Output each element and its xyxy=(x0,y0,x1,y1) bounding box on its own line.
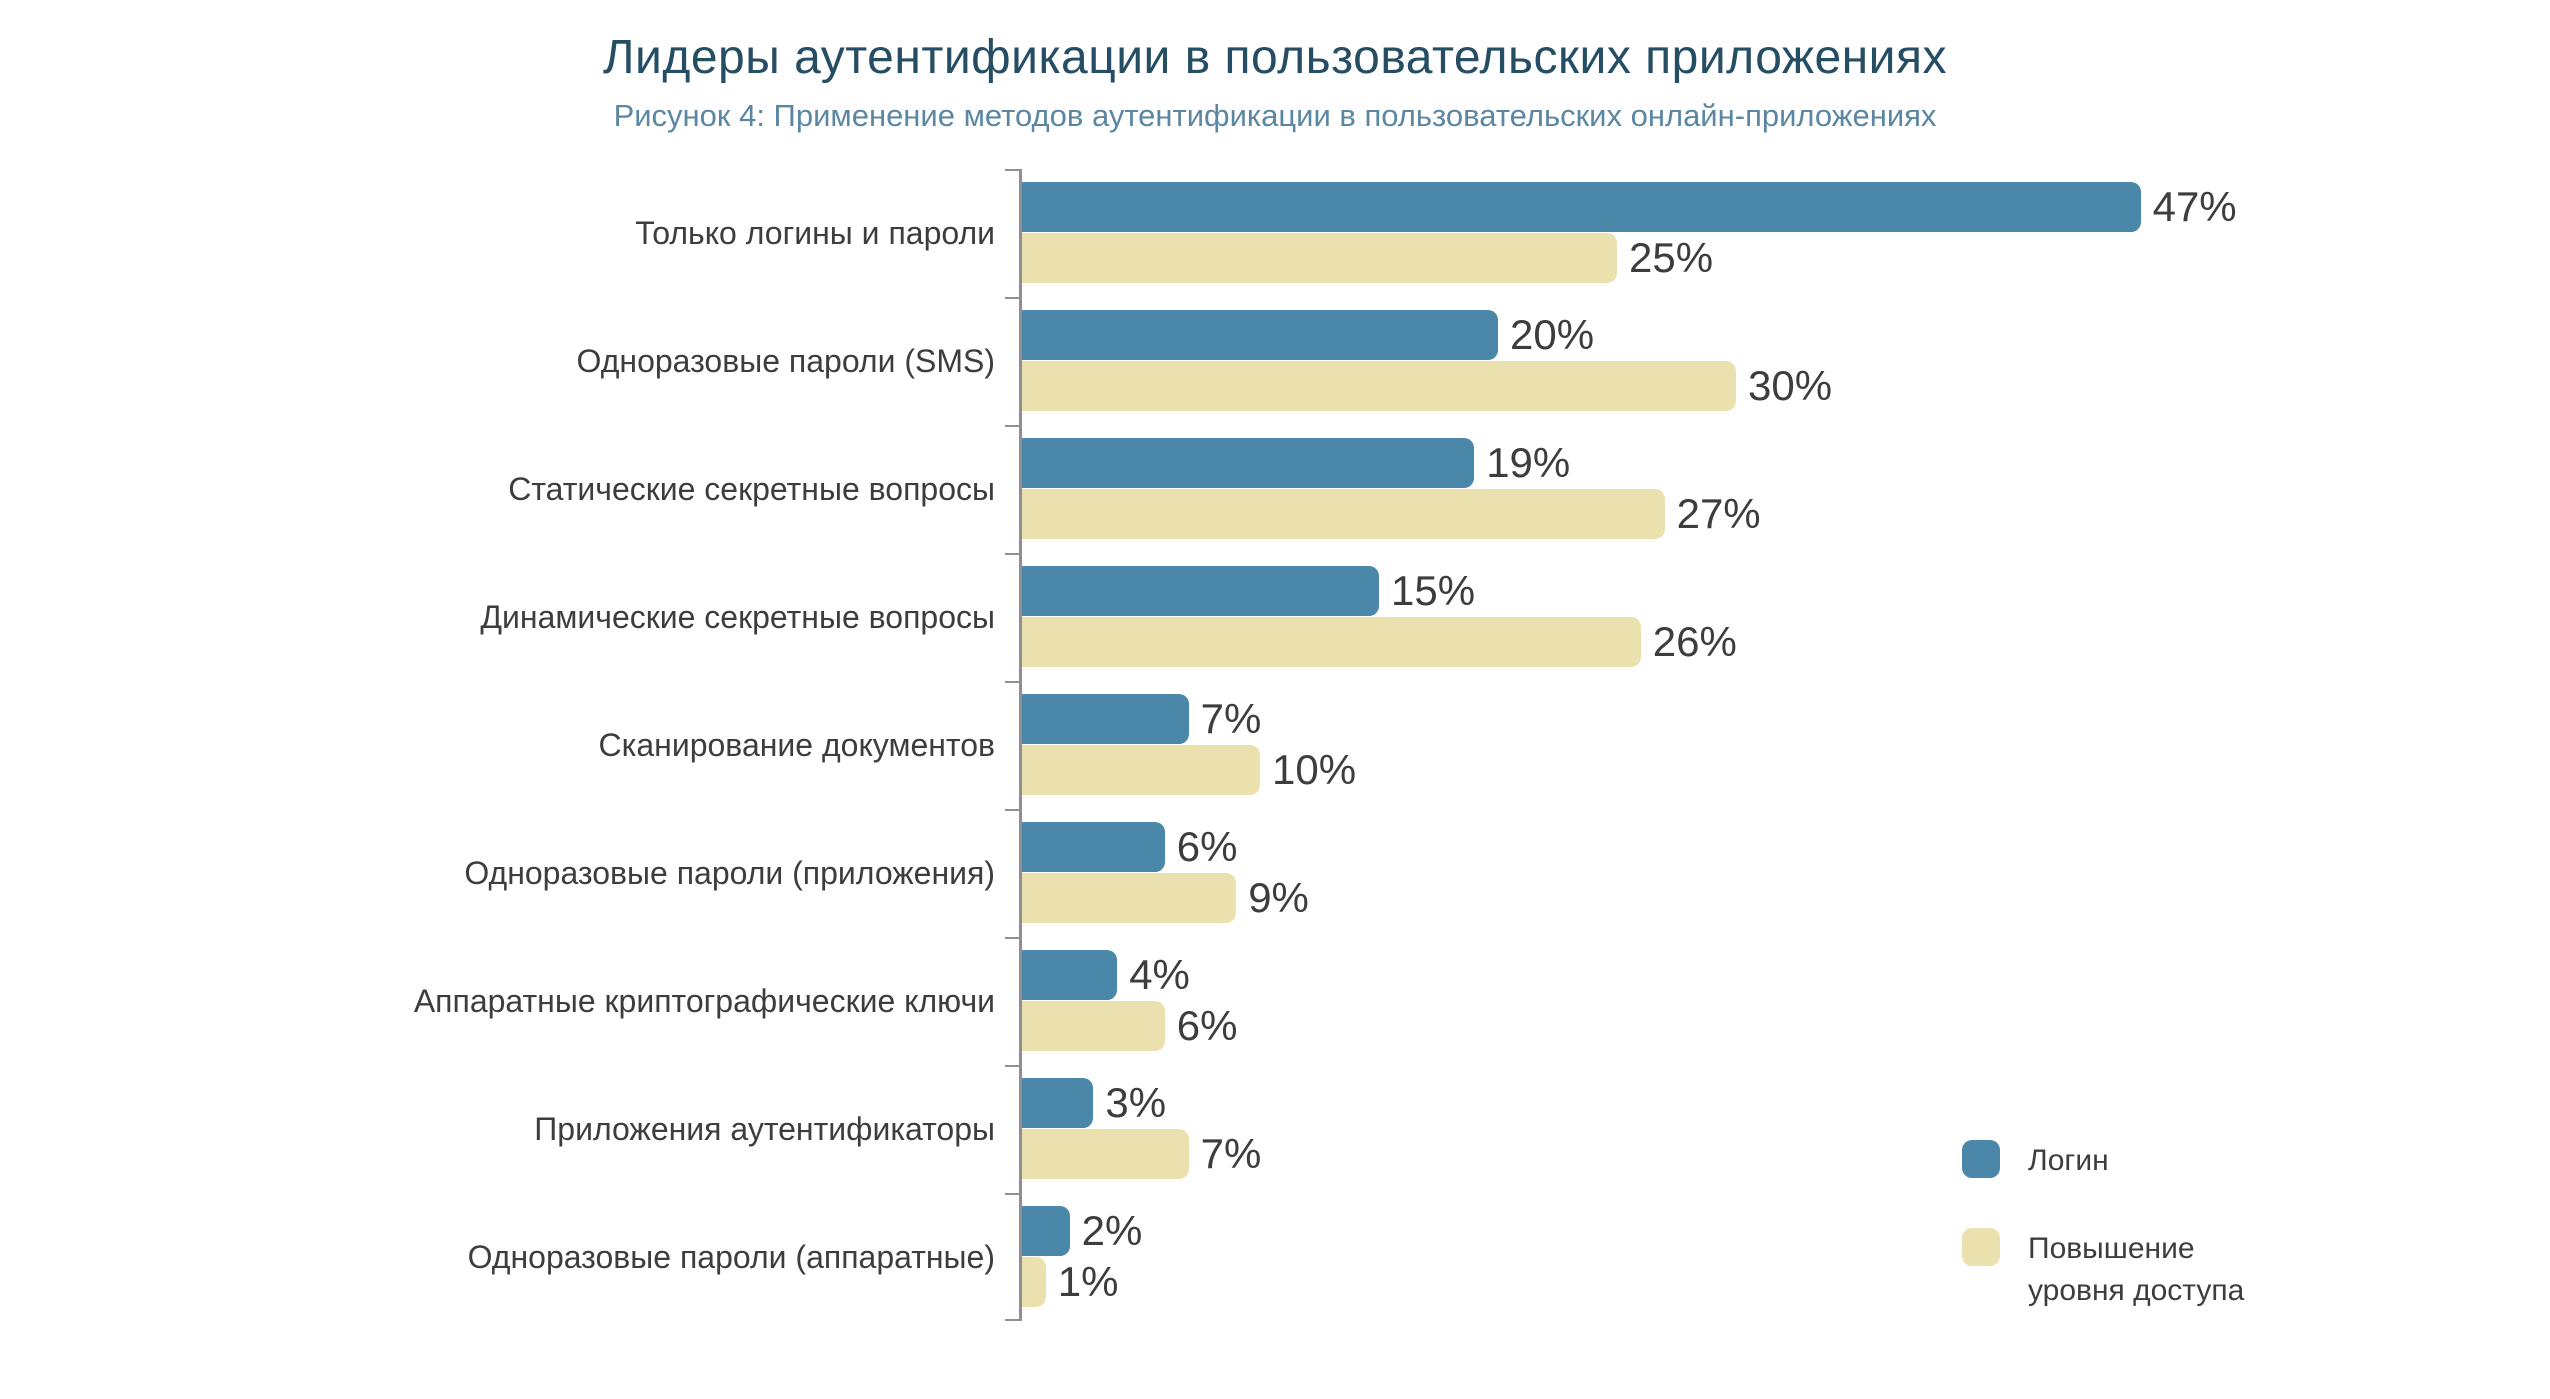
bar-value-label: 20% xyxy=(1510,311,1595,358)
legend-swatch-elevation xyxy=(1962,1228,2000,1266)
bar-stack: 15% 26% xyxy=(1022,566,1737,667)
bar-value-label: 10% xyxy=(1272,746,1357,793)
bar-stack: 4% 6% xyxy=(1022,950,1238,1051)
category-label: Приложения аутентификаторы xyxy=(534,1110,995,1147)
bar-value-label: 30% xyxy=(1748,362,1833,409)
axis-tick xyxy=(1005,1065,1020,1067)
bar-elevation_beige: 10% xyxy=(1022,745,1356,795)
axis-tick xyxy=(1005,553,1020,555)
bar-value-label: 47% xyxy=(2152,183,2237,230)
axis-tick xyxy=(1005,425,1020,427)
axis-tick xyxy=(1005,937,1020,939)
bar-login_blue: 4% xyxy=(1022,950,1190,1000)
bar-value-label: 3% xyxy=(1105,1079,1167,1126)
bar-login_blue: 6% xyxy=(1022,822,1238,872)
bar-row: Только логины и пароли 47% 25% xyxy=(0,169,2550,297)
category-label: Одноразовые пароли (SMS) xyxy=(576,342,995,379)
axis-tick xyxy=(1005,681,1020,683)
bar-login_blue: 2% xyxy=(1022,1206,1142,1256)
legend: Логин Повышение уровня доступа xyxy=(1962,1140,2258,1312)
bar-value-label: 6% xyxy=(1176,823,1238,870)
bar-login_blue: 20% xyxy=(1022,310,1594,360)
bar-value-label: 27% xyxy=(1676,490,1761,537)
bar-elevation_beige: 9% xyxy=(1022,873,1309,923)
bar-stack: 47% 25% xyxy=(1022,182,2237,283)
legend-item-login: Логин xyxy=(1962,1140,2258,1182)
chart-title: Лидеры аутентификации в пользовательских… xyxy=(603,31,1947,84)
category-label: Только логины и пароли xyxy=(635,214,995,251)
axis-tick xyxy=(1005,809,1020,811)
bar-login_blue: 15% xyxy=(1022,566,1475,616)
bar-elevation_beige: 30% xyxy=(1022,361,1832,411)
bar-login_blue: 19% xyxy=(1022,438,1570,488)
bar-elevation_beige: 25% xyxy=(1022,233,1713,283)
legend-item-elevation: Повышение уровня доступа xyxy=(1962,1228,2258,1312)
bar-row: Сканирование документов 7% 10% xyxy=(0,681,2550,809)
legend-label-login: Логин xyxy=(2028,1144,2109,1177)
bar-login_blue: 3% xyxy=(1022,1078,1166,1128)
bar-row: Одноразовые пароли (SMS) 20% 30% xyxy=(0,297,2550,425)
plot-area: Только логины и пароли 47% 25% Одноразовые … xyxy=(0,169,2550,1321)
axis-tick xyxy=(1005,169,1020,171)
bar-row: Аппаратные криптографические ключи 4% 6% xyxy=(0,937,2550,1065)
axis-tick xyxy=(1005,297,1020,299)
bar-stack: 2% 1% xyxy=(1022,1206,1142,1307)
category-label: Аппаратные криптографические ключи xyxy=(413,982,995,1019)
bar-stack: 19% 27% xyxy=(1022,438,1761,539)
legend-swatch-login xyxy=(1962,1140,2000,1178)
category-label: Динамические секретные вопросы xyxy=(480,598,995,635)
axis-tick xyxy=(1005,1319,1020,1321)
legend-label-elevation: Повышение уровня доступа xyxy=(2028,1232,2245,1307)
bar-stack: 6% 9% xyxy=(1022,822,1309,923)
bar-elevation_beige: 27% xyxy=(1022,489,1761,539)
bar-value-label: 4% xyxy=(1129,951,1190,998)
bar-value-label: 15% xyxy=(1391,567,1476,614)
bar-row: Статические секретные вопросы 19% 27% xyxy=(0,425,2550,553)
bar-login_blue: 7% xyxy=(1022,694,1261,744)
bar-elevation_beige: 26% xyxy=(1022,617,1737,667)
bar-row: Динамические секретные вопросы 15% 26% xyxy=(0,553,2550,681)
category-label: Одноразовые пароли (приложения) xyxy=(464,854,995,891)
bar-value-label: 25% xyxy=(1629,234,1714,281)
bar-value-label: 2% xyxy=(1081,1207,1143,1254)
bar-value-label: 9% xyxy=(1248,874,1309,921)
y-axis-line xyxy=(1019,169,1022,1321)
axis-tick xyxy=(1005,1193,1020,1195)
bar-value-label: 7% xyxy=(1200,695,1262,742)
bar-value-label: 1% xyxy=(1057,1258,1119,1305)
category-label: Сканирование документов xyxy=(598,726,995,763)
category-label: Одноразовые пароли (аппаратные) xyxy=(467,1238,995,1275)
bar-login_blue: 47% xyxy=(1022,182,2237,232)
bar-elevation_beige: 7% xyxy=(1022,1129,1261,1179)
bar-value-label: 7% xyxy=(1200,1130,1262,1177)
bar-elevation_beige: 1% xyxy=(1022,1257,1119,1307)
chart-subtitle: Рисунок 4: Применение методов аутентифик… xyxy=(613,98,1937,133)
bar-elevation_beige: 6% xyxy=(1022,1001,1238,1051)
bar-row: Приложения аутентификаторы 3% 7% xyxy=(0,1065,2550,1193)
bar-value-label: 19% xyxy=(1486,439,1571,486)
bar-value-label: 6% xyxy=(1176,1002,1238,1049)
bar-stack: 20% 30% xyxy=(1022,310,1832,411)
bar-stack: 3% 7% xyxy=(1022,1078,1261,1179)
bar-value-label: 26% xyxy=(1652,618,1737,665)
bar-row: Одноразовые пароли (аппаратные) 2% 1% xyxy=(0,1193,2550,1321)
bar-stack: 7% 10% xyxy=(1022,694,1356,795)
category-label: Статические секретные вопросы xyxy=(508,470,995,507)
bar-row: Одноразовые пароли (приложения) 6% 9% xyxy=(0,809,2550,937)
